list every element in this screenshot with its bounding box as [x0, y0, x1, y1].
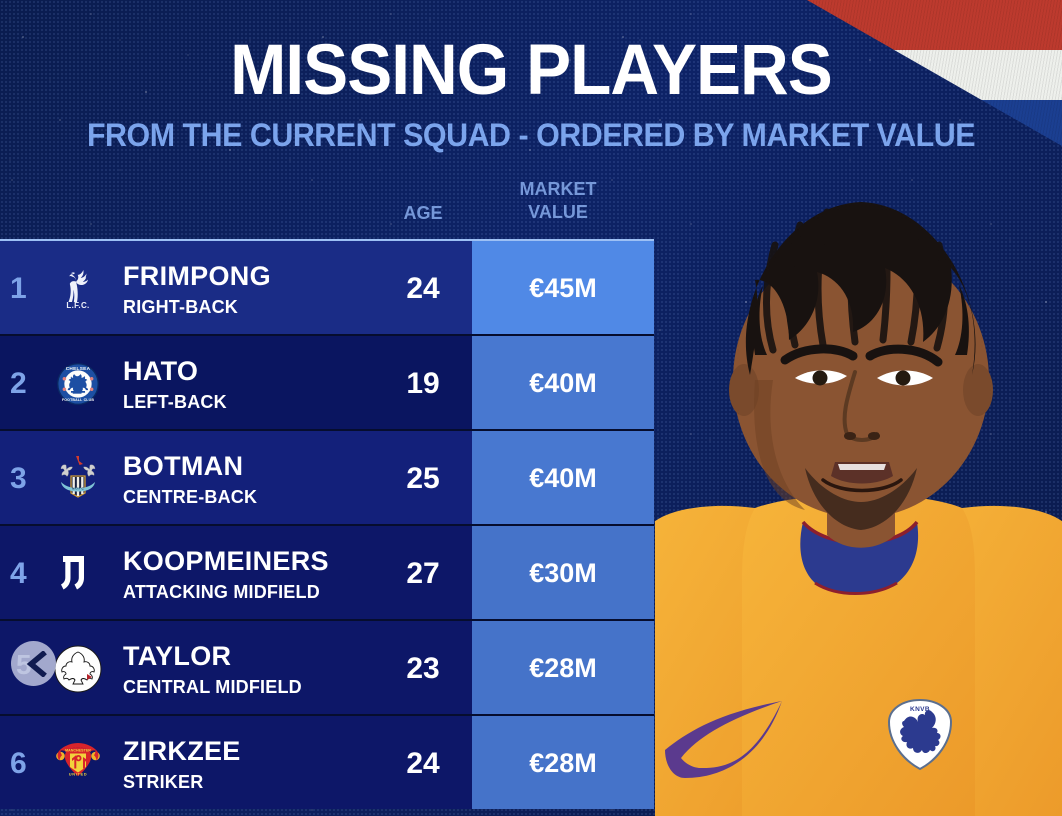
svg-text:N U F C: N U F C: [72, 486, 84, 490]
svg-text:UNITED: UNITED: [69, 771, 88, 776]
svg-text:CHELSEA: CHELSEA: [66, 365, 91, 371]
svg-text:MANCHESTER: MANCHESTER: [65, 748, 91, 752]
svg-text:KNVB: KNVB: [910, 706, 930, 713]
svg-text:L.F.C.: L.F.C.: [66, 301, 89, 310]
svg-text:FOOTBALL CLUB: FOOTBALL CLUB: [62, 398, 94, 402]
